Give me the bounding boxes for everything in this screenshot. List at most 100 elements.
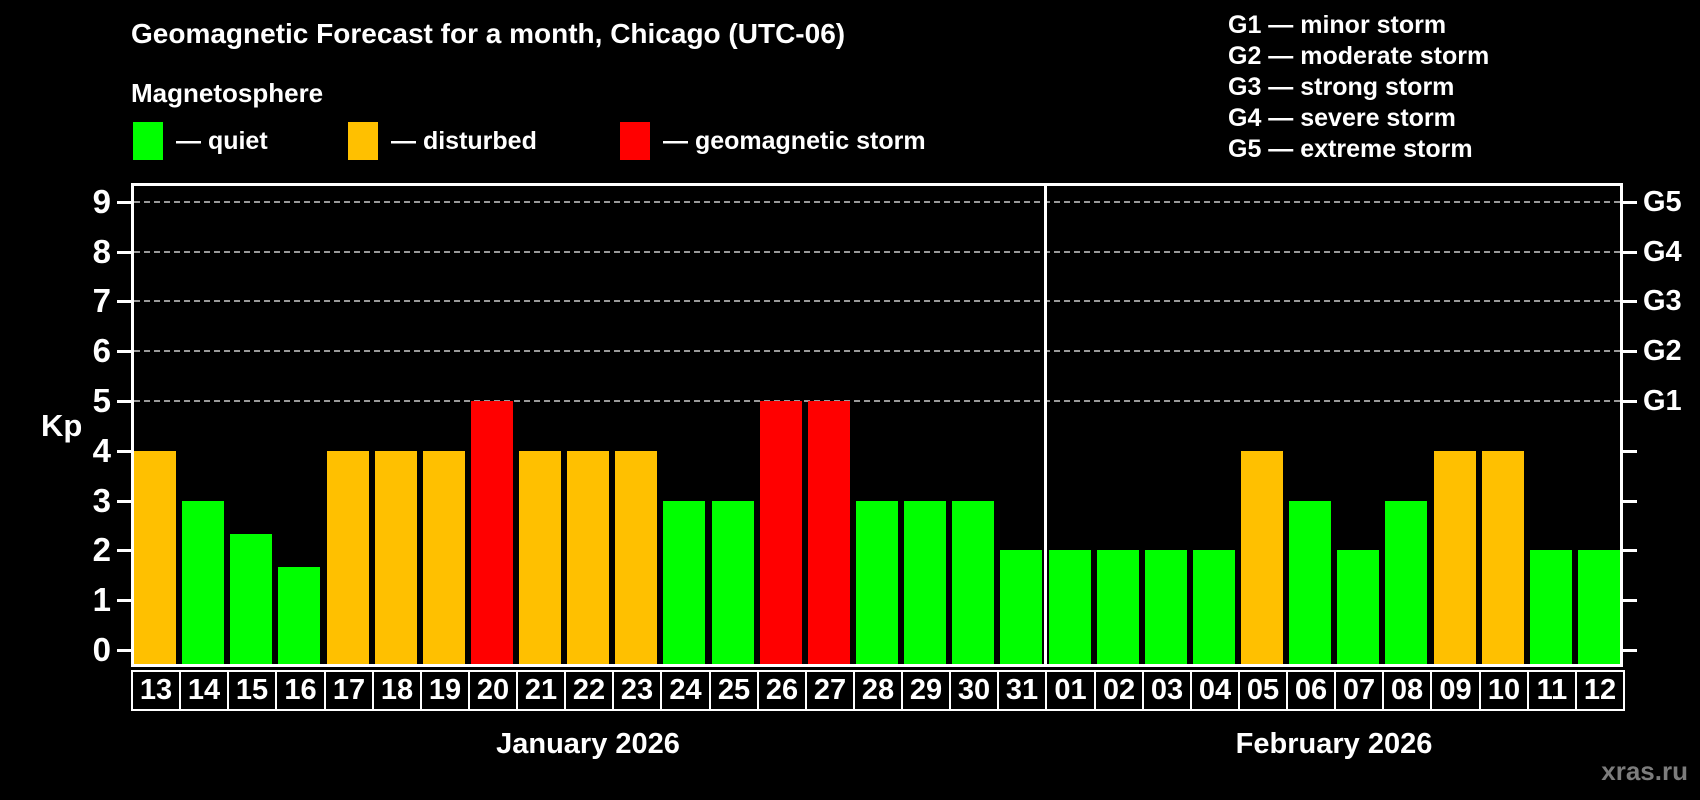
legend-label-storm: — geomagnetic storm [663,126,926,155]
day-label-box: 09 [1430,670,1481,711]
g4-legend-line: G4 — severe storm [1228,104,1456,132]
right-tick-kp8 [1623,251,1637,254]
y-axis-label-5: 5 [92,382,111,419]
day-label-box: 17 [324,670,374,711]
day-label-box: 15 [227,670,277,711]
bar-day-31 [1000,550,1042,664]
right-axis-label-g2: G2 [1643,335,1682,367]
bar-day-27 [808,401,850,664]
day-label-box: 21 [516,670,566,711]
bar-day-28 [856,501,898,664]
bar-day-12 [1578,550,1620,664]
day-label-box: 24 [660,670,711,711]
day-label-box: 22 [564,670,614,711]
g2-legend-line: G2 — moderate storm [1228,42,1490,70]
bar-day-24 [663,501,705,664]
y-axis-label-8: 8 [92,233,111,270]
bar-day-13 [134,451,176,664]
g5-legend-line: G5 — extreme storm [1228,135,1473,163]
day-label-box: 23 [612,670,662,711]
right-tick-kp6 [1623,350,1637,353]
day-label-box: 07 [1334,670,1384,711]
chart-title: Geomagnetic Forecast for a month, Chicag… [131,18,846,49]
quiet-color-swatch [133,122,163,160]
right-tick-kp4 [1623,450,1637,453]
month-axis: January 2026 February 2026 [131,728,1623,768]
right-axis-label-g4: G4 [1643,236,1682,268]
day-label-box: 13 [131,670,181,711]
g3-legend-line: G3 — strong storm [1228,73,1455,101]
magnetosphere-label: Magnetosphere [131,78,324,108]
bar-day-02 [1097,550,1139,664]
disturbed-color-swatch [348,122,378,160]
bar-day-06 [1289,501,1331,664]
bar-day-29 [904,501,946,664]
right-tick-kp3 [1623,500,1637,503]
gridline-kp9 [134,201,1620,203]
plot-area: 0 1 2 3 4 5 6 7 8 9 G1 G2 G3 G4 G5 Kp [41,183,1682,668]
left-tick-kp6 [117,350,131,353]
day-label-box: 05 [1238,670,1288,711]
day-label-box: 11 [1527,670,1577,711]
day-axis: 13 14 15 16 17 18 19 20 21 22 23 24 25 26 27 28 29 30 31 01… [131,670,1625,715]
bar-day-14 [182,501,224,664]
bar-day-19 [423,451,465,664]
bar-day-05 [1241,451,1283,664]
legend-item-storm: — geomagnetic storm [620,121,926,161]
y-axis-label-9: 9 [92,183,111,220]
bar-day-07 [1337,550,1379,664]
left-tick-kp7 [117,300,131,303]
day-label-box: 18 [372,670,422,711]
bar-day-09 [1434,451,1476,664]
plot-frame-right [1620,183,1623,667]
plot-frame-top [131,183,1623,186]
day-label-box: 01 [1045,670,1096,711]
bar-day-10 [1482,451,1524,664]
day-label-box: 08 [1382,670,1432,711]
gridline-kp5 [134,400,1620,402]
left-tick-kp1 [117,599,131,602]
day-label-box: 06 [1286,670,1336,711]
plot-frame-bottom [131,664,1623,667]
right-tick-kp0 [1623,649,1637,652]
bar-day-18 [375,451,417,664]
y-axis-label-1: 1 [92,581,111,618]
gridline-kp7 [134,300,1620,302]
left-tick-kp3 [117,500,131,503]
day-label-box: 26 [757,670,807,711]
bar-day-26 [760,401,802,664]
right-tick-kp9 [1623,201,1637,204]
day-label-box: 16 [275,670,326,711]
y-axis-label-3: 3 [92,482,111,519]
right-tick-kp1 [1623,599,1637,602]
bar-day-04 [1193,550,1235,664]
day-label-box: 12 [1575,670,1625,711]
y-axis-label-2: 2 [92,531,111,568]
bar-day-01 [1049,550,1091,664]
right-tick-kp2 [1623,549,1637,552]
bar-day-21 [519,451,561,664]
bar-day-23 [615,451,657,664]
storm-color-swatch [620,122,650,160]
bar-day-15 [230,534,272,664]
left-tick-kp4 [117,450,131,453]
left-tick-kp8 [117,251,131,254]
day-label-box: 19 [420,670,470,711]
left-tick-kp5 [117,400,131,403]
kp-axis-title: Kp [41,408,83,443]
bar-day-22 [567,451,609,664]
bar-day-08 [1385,501,1427,664]
legend-item-quiet: — quiet [133,121,268,161]
bar-day-16 [278,567,320,664]
legend-label-quiet: — quiet [176,126,268,155]
left-tick-kp0 [117,649,131,652]
day-label-box: 10 [1479,670,1529,711]
day-label-box: 29 [901,670,951,711]
bar-day-11 [1530,550,1572,664]
month-label-0: January 2026 [496,728,680,760]
plot-frame-left [131,183,134,667]
left-tick-kp9 [117,201,131,204]
y-axis-label-0: 0 [92,631,111,668]
bar-day-17 [327,451,369,664]
day-label-box: 20 [468,670,518,711]
